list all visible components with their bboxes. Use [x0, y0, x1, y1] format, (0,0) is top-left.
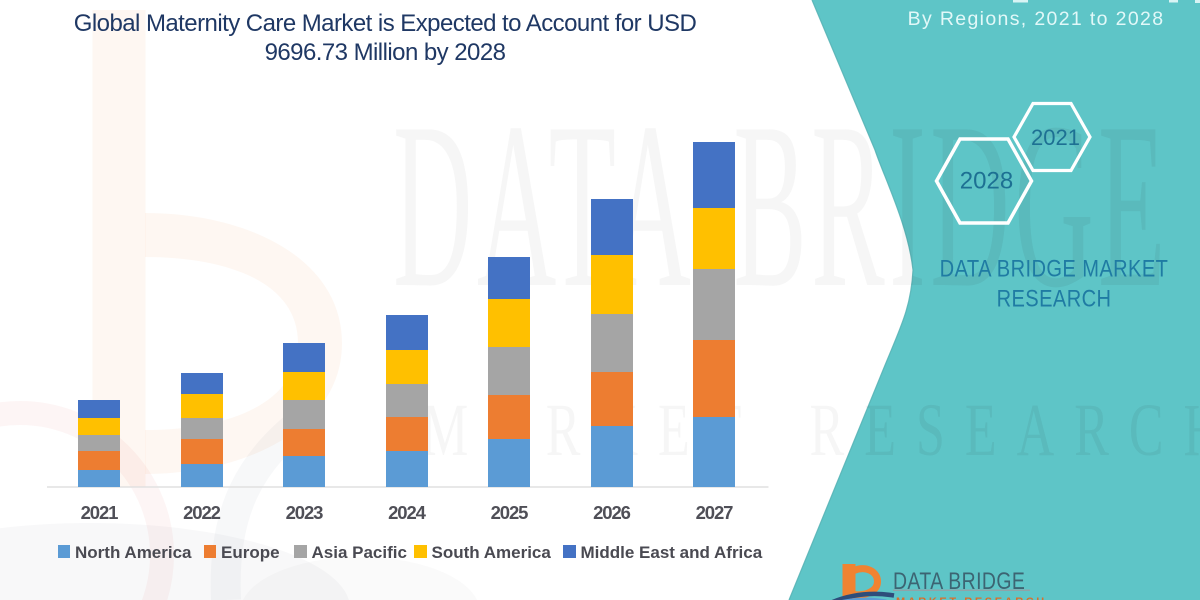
svg-text:RESEARCH: RESEARCH: [997, 284, 1112, 311]
svg-text:DATA BRIDGE MARKET: DATA BRIDGE MARKET: [940, 254, 1169, 281]
svg-text:MARKET RESEARCH: MARKET RESEARCH: [422, 389, 1200, 473]
svg-text:2028: 2028: [960, 168, 1013, 195]
svg-text:2021: 2021: [1031, 125, 1080, 150]
svg-text:DATA BRIDGE: DATA BRIDGE: [893, 567, 1025, 594]
